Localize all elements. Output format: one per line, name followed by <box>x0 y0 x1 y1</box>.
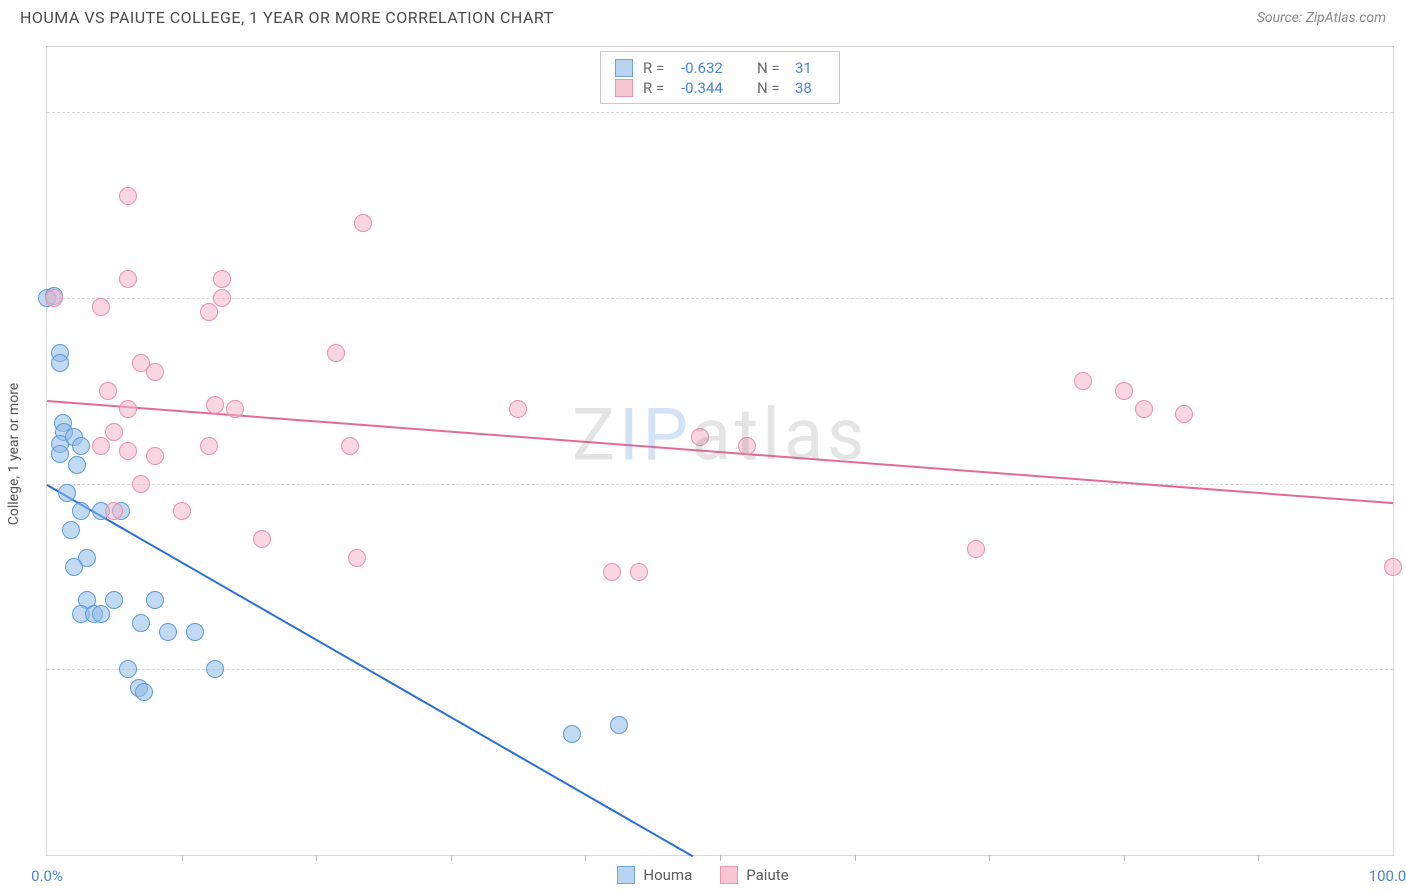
chart-area: R = -0.632 N = 31 R = -0.344 N = 38 ZIPa… <box>46 46 1394 856</box>
paiute-point <box>92 437 110 455</box>
houma-point <box>119 660 137 678</box>
n-label: N = <box>757 59 785 77</box>
houma-point <box>146 591 164 609</box>
paiute-point <box>1115 382 1133 400</box>
houma-point <box>92 605 110 623</box>
paiute-swatch-icon <box>615 79 633 97</box>
houma-point <box>132 614 150 632</box>
paiute-point <box>348 549 366 567</box>
x-tick-mark <box>451 855 452 861</box>
paiute-point <box>630 563 648 581</box>
houma-point <box>159 623 177 641</box>
paiute-point <box>354 214 372 232</box>
legend-item-houma: Houma <box>617 866 692 884</box>
paiute-point <box>105 502 123 520</box>
legend-label: Houma <box>643 866 692 884</box>
legend-row-houma: R = -0.632 N = 31 <box>615 58 825 78</box>
x-tick-mark <box>316 855 317 861</box>
legend-row-paiute: R = -0.344 N = 38 <box>615 78 825 98</box>
houma-point <box>68 456 86 474</box>
paiute-point <box>967 540 985 558</box>
houma-n-value: 31 <box>795 59 825 77</box>
paiute-point <box>119 400 137 418</box>
x-tick-mark <box>855 855 856 861</box>
paiute-point <box>119 442 137 460</box>
houma-point <box>72 502 90 520</box>
plot-area: R = -0.632 N = 31 R = -0.344 N = 38 ZIPa… <box>47 47 1393 855</box>
paiute-point <box>206 396 224 414</box>
r-label: R = <box>643 79 671 97</box>
houma-point <box>72 437 90 455</box>
paiute-point <box>92 298 110 316</box>
paiute-point <box>226 400 244 418</box>
chart-header: HOUMA VS PAIUTE COLLEGE, 1 YEAR OR MORE … <box>0 0 1406 31</box>
paiute-point <box>253 530 271 548</box>
x-tick-mark <box>182 855 183 861</box>
houma-point <box>65 558 83 576</box>
paiute-point <box>146 363 164 381</box>
houma-point <box>62 521 80 539</box>
paiute-point <box>200 303 218 321</box>
paiute-swatch-icon <box>720 866 738 884</box>
houma-point <box>563 725 581 743</box>
paiute-point <box>1074 372 1092 390</box>
legend-item-paiute: Paiute <box>720 866 788 884</box>
x-tick-mark <box>1258 855 1259 861</box>
series-legend: Houma Paiute <box>0 866 1406 884</box>
n-label: N = <box>757 79 785 97</box>
r-label: R = <box>643 59 671 77</box>
gridline <box>47 669 1393 670</box>
paiute-point <box>1384 558 1402 576</box>
source-attribution: Source: ZipAtlas.com <box>1257 10 1386 26</box>
paiute-point <box>132 475 150 493</box>
paiute-point <box>200 437 218 455</box>
houma-point <box>206 660 224 678</box>
gridline <box>47 112 1393 113</box>
x-tick-mark <box>720 855 721 861</box>
houma-swatch-icon <box>617 866 635 884</box>
x-tick-mark <box>1124 855 1125 861</box>
paiute-point <box>509 400 527 418</box>
y-axis-label: College, 1 year or more <box>6 383 22 525</box>
paiute-point <box>1135 400 1153 418</box>
paiute-point <box>213 289 231 307</box>
paiute-n-value: 38 <box>795 79 825 97</box>
gridline <box>47 484 1393 485</box>
paiute-point <box>146 447 164 465</box>
paiute-point <box>738 437 756 455</box>
houma-point <box>186 623 204 641</box>
paiute-point <box>99 382 117 400</box>
paiute-point <box>213 270 231 288</box>
paiute-r-value: -0.344 <box>681 79 747 97</box>
paiute-point <box>691 428 709 446</box>
x-tick-mark <box>989 855 990 861</box>
paiute-point <box>173 502 191 520</box>
paiute-point <box>119 270 137 288</box>
correlation-legend: R = -0.632 N = 31 R = -0.344 N = 38 <box>600 51 840 104</box>
houma-point <box>58 484 76 502</box>
houma-point <box>135 683 153 701</box>
gridline <box>47 298 1393 299</box>
houma-point <box>51 445 69 463</box>
paiute-point <box>341 437 359 455</box>
houma-point <box>610 716 628 734</box>
paiute-point <box>119 187 137 205</box>
watermark: ZIPatlas <box>572 392 868 477</box>
houma-point <box>105 591 123 609</box>
paiute-point <box>327 344 345 362</box>
paiute-point <box>1175 405 1193 423</box>
paiute-point <box>105 423 123 441</box>
houma-r-value: -0.632 <box>681 59 747 77</box>
chart-title: HOUMA VS PAIUTE COLLEGE, 1 YEAR OR MORE … <box>20 8 554 27</box>
paiute-point <box>603 563 621 581</box>
houma-point <box>51 354 69 372</box>
paiute-point <box>45 289 63 307</box>
houma-swatch-icon <box>615 59 633 77</box>
x-tick-mark <box>585 855 586 861</box>
legend-label: Paiute <box>746 866 788 884</box>
